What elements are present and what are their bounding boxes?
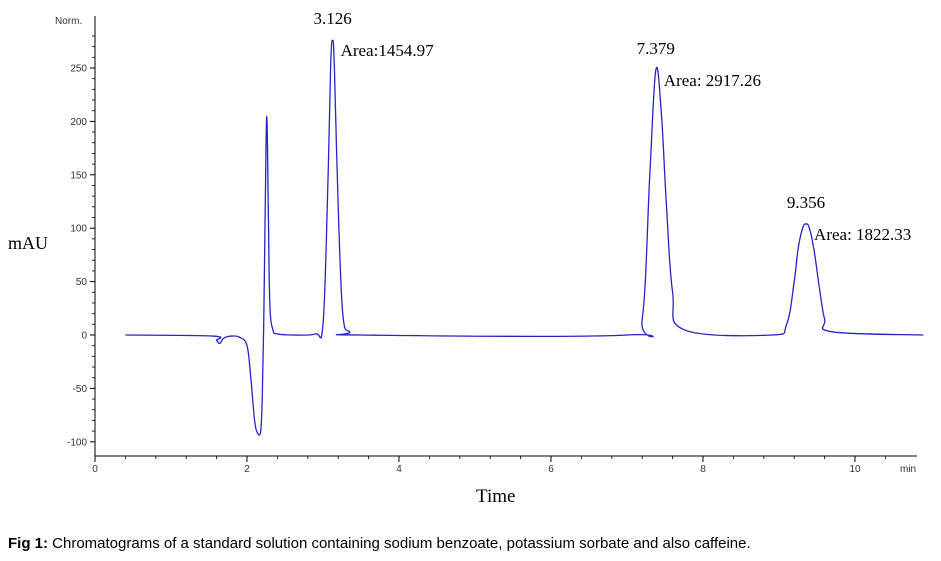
y-tick-label: 0 [81, 331, 87, 342]
axes [94, 16, 917, 457]
x-tick-label: 6 [548, 464, 554, 475]
y-tick-label: 250 [70, 64, 87, 75]
peak-retention-time-label: 3.126 [313, 9, 351, 28]
y-axis-label: mAU [8, 233, 48, 253]
caption-label: Fig 1: [8, 535, 48, 552]
peak-retention-time-label: 7.379 [637, 39, 675, 58]
x-axis-label: Time [476, 486, 515, 507]
x-tick-label: 4 [396, 464, 402, 475]
chromatogram-chart: -100 -50 0 50 100 150 200 250 0 2 4 6 8 10 3.126 Area:… [8, 9, 924, 507]
series-layer [125, 39, 924, 436]
caption-text: Chromatograms of a standard solution con… [48, 535, 751, 552]
y-tick-label: -50 [73, 384, 88, 395]
x-tick-label: 8 [700, 464, 706, 475]
y-tick-label: 150 [70, 170, 87, 181]
x-unit-label: min [900, 464, 916, 475]
y-tick-label: 200 [70, 117, 87, 128]
y-unit-label: Norm. [55, 16, 82, 27]
chromatogram-series-line [125, 39, 924, 436]
x-tick-label: 10 [849, 464, 861, 475]
peak-area-label: Area: 1822.33 [814, 225, 911, 244]
peak-area-label: Area:1454.97 [341, 41, 435, 60]
x-tick-label: 2 [244, 464, 250, 475]
figure-caption: Fig 1: Chromatograms of a standard solut… [8, 535, 938, 552]
y-tick-label: -100 [67, 437, 87, 448]
y-tick-label: 50 [76, 277, 88, 288]
y-tick-label: 100 [70, 224, 87, 235]
ticks: -100 -50 0 50 100 150 200 250 0 2 4 6 8 10 [67, 35, 886, 475]
peak-retention-time-label: 9.356 [787, 193, 825, 212]
peak-area-label: Area: 2917.26 [664, 71, 761, 90]
x-tick-label: 0 [92, 464, 98, 475]
peak-annotations: 3.126 Area:1454.97 7.379 Area: 2917.26 9.356… [313, 9, 911, 244]
